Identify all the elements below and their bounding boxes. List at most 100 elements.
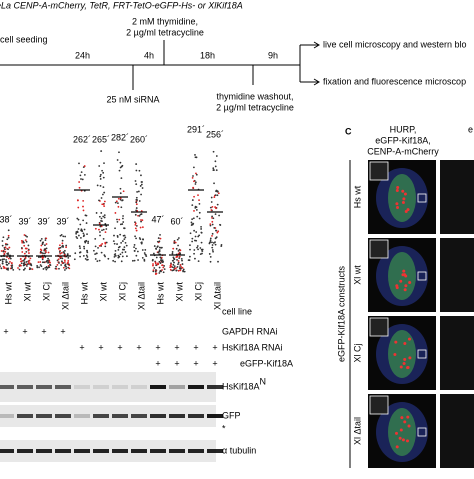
dot <box>56 264 58 266</box>
dot <box>192 187 194 189</box>
dot <box>178 237 180 239</box>
dot <box>155 269 157 271</box>
dot <box>213 227 215 229</box>
band <box>188 414 204 418</box>
dot <box>158 272 160 274</box>
kinetochore <box>396 445 399 448</box>
dot <box>211 206 213 208</box>
count-label: 39´ <box>56 216 69 226</box>
dot <box>98 165 100 167</box>
kinetochore <box>394 341 397 344</box>
dot <box>135 180 137 182</box>
dot <box>24 264 26 266</box>
plus-sign: + <box>193 358 198 368</box>
dot <box>30 257 32 259</box>
dot <box>103 162 105 164</box>
band <box>207 385 223 389</box>
dot <box>135 209 137 211</box>
dot <box>114 261 116 263</box>
dot <box>215 213 217 215</box>
kinetochore <box>396 189 399 192</box>
band <box>93 449 109 453</box>
dot <box>119 162 121 164</box>
dot <box>82 179 84 181</box>
dot <box>43 261 45 263</box>
dot <box>135 163 137 165</box>
dot <box>116 243 118 245</box>
dot <box>180 268 182 270</box>
dot <box>182 263 184 265</box>
plus-sign: + <box>98 342 103 352</box>
dot <box>174 268 176 270</box>
dot <box>122 221 124 223</box>
dot <box>2 236 4 238</box>
dot <box>101 197 103 199</box>
dot <box>217 191 219 193</box>
dot <box>135 248 137 250</box>
dot <box>74 258 76 260</box>
dot <box>193 253 195 255</box>
dot <box>124 235 126 237</box>
dot <box>178 250 180 252</box>
dot <box>76 237 78 239</box>
dot <box>19 269 21 271</box>
dot <box>122 199 124 201</box>
dot <box>142 249 144 251</box>
dot <box>100 178 102 180</box>
dot <box>82 200 84 202</box>
blot-label: α tubulin <box>222 445 256 455</box>
dot <box>7 252 9 254</box>
dot <box>118 151 120 153</box>
dot <box>101 220 103 222</box>
timeline-label: 24h <box>75 50 90 60</box>
dot <box>84 165 86 167</box>
dot <box>182 270 184 272</box>
dot <box>0 265 1 267</box>
dot <box>152 263 154 265</box>
band <box>188 385 204 389</box>
dot <box>83 232 85 234</box>
dot <box>156 273 158 275</box>
dot <box>153 253 155 255</box>
dot <box>180 264 182 266</box>
dot <box>177 245 179 247</box>
dot <box>49 260 51 262</box>
dot <box>216 169 218 171</box>
dot <box>160 238 162 240</box>
dot <box>212 233 214 235</box>
dot <box>96 253 98 255</box>
dot <box>179 266 181 268</box>
dot <box>212 251 214 253</box>
plus-sign: + <box>60 326 65 336</box>
dot <box>101 252 103 254</box>
dot <box>82 219 84 221</box>
dot <box>97 247 99 249</box>
plus-sign: + <box>79 342 84 352</box>
dot <box>100 174 102 176</box>
dot <box>181 260 183 262</box>
dot <box>211 201 213 203</box>
band <box>74 385 90 389</box>
dot <box>21 240 23 242</box>
dot <box>196 206 198 208</box>
dot <box>118 206 120 208</box>
dot <box>24 234 26 236</box>
dot <box>141 184 143 186</box>
dot <box>212 244 214 246</box>
column-label: Xl Cj <box>117 282 127 301</box>
dot <box>8 263 10 265</box>
band <box>55 449 71 453</box>
dot <box>134 244 136 246</box>
dot <box>10 258 12 260</box>
blot-label: * <box>222 423 226 433</box>
column-label: Xl wt <box>98 282 108 302</box>
dot <box>36 265 38 267</box>
dot <box>77 207 79 209</box>
dot <box>135 255 137 257</box>
dot <box>61 260 63 262</box>
dot <box>213 151 215 153</box>
dot <box>216 155 218 157</box>
dot <box>99 216 101 218</box>
dot <box>78 235 80 237</box>
dot <box>61 246 63 248</box>
